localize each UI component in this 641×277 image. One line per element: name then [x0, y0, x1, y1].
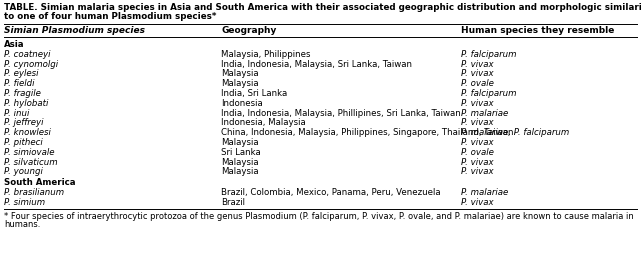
Text: to one of four human Plasmodium species*: to one of four human Plasmodium species* [4, 12, 217, 21]
Text: P. fieldi: P. fieldi [4, 79, 35, 88]
Text: P. hylobati: P. hylobati [4, 99, 48, 108]
Text: Geography: Geography [221, 26, 276, 35]
Text: P. malariae: P. malariae [461, 109, 508, 118]
Text: P. inui: P. inui [4, 109, 29, 118]
Text: Malaysia: Malaysia [221, 167, 258, 176]
Text: P. falciparum: P. falciparum [461, 89, 517, 98]
Text: P. falciparum: P. falciparum [461, 50, 517, 59]
Text: P. vivax: P. vivax [461, 138, 494, 147]
Text: * Four species of intraerythrocytic protozoa of the genus Plasmodium (P. falcipa: * Four species of intraerythrocytic prot… [4, 212, 634, 220]
Text: Asia: Asia [4, 40, 24, 49]
Text: India, Indonesia, Malaysia, Phillipines, Sri Lanka, Taiwan: India, Indonesia, Malaysia, Phillipines,… [221, 109, 461, 118]
Text: P. knowlesi: P. knowlesi [4, 128, 51, 137]
Text: Malaysia: Malaysia [221, 70, 258, 78]
Text: India, Indonesia, Malaysia, Sri Lanka, Taiwan: India, Indonesia, Malaysia, Sri Lanka, T… [221, 60, 412, 69]
Text: Malaysia: Malaysia [221, 138, 258, 147]
Text: Malaysia, Philippines: Malaysia, Philippines [221, 50, 310, 59]
Text: Indonesia: Indonesia [221, 99, 263, 108]
Text: Brazil: Brazil [221, 198, 245, 207]
Text: P. malariae: P. malariae [461, 188, 508, 197]
Text: P. ovale: P. ovale [461, 79, 494, 88]
Text: P. vivax: P. vivax [461, 99, 494, 108]
Text: Brazil, Colombia, Mexico, Panama, Peru, Venezuela: Brazil, Colombia, Mexico, Panama, Peru, … [221, 188, 440, 197]
Text: P. simium: P. simium [4, 198, 45, 207]
Text: P. brasilianum: P. brasilianum [4, 188, 64, 197]
Text: P. vivax: P. vivax [461, 118, 494, 127]
Text: P. coatneyi: P. coatneyi [4, 50, 51, 59]
Text: P. vivax: P. vivax [461, 158, 494, 166]
Text: Malaysia: Malaysia [221, 158, 258, 166]
Text: P. fragile: P. fragile [4, 89, 41, 98]
Text: P. pitheci: P. pitheci [4, 138, 43, 147]
Text: P. vivax: P. vivax [461, 198, 494, 207]
Text: TABLE. Simian malaria species in Asia and South America with their associated ge: TABLE. Simian malaria species in Asia an… [4, 3, 641, 12]
Text: Simian Plasmodium species: Simian Plasmodium species [4, 26, 145, 35]
Text: P. vivax: P. vivax [461, 70, 494, 78]
Text: P. simiovale: P. simiovale [4, 148, 54, 157]
Text: P. youngi: P. youngi [4, 167, 43, 176]
Text: P. vivax: P. vivax [461, 60, 494, 69]
Text: South America: South America [4, 178, 76, 187]
Text: India, Sri Lanka: India, Sri Lanka [221, 89, 287, 98]
Text: P. malariae, P. falciparum: P. malariae, P. falciparum [461, 128, 569, 137]
Text: P. ovale: P. ovale [461, 148, 494, 157]
Text: Human species they resemble: Human species they resemble [461, 26, 614, 35]
Text: Sri Lanka: Sri Lanka [221, 148, 261, 157]
Text: P. vivax: P. vivax [461, 167, 494, 176]
Text: humans.: humans. [4, 220, 40, 229]
Text: P. silvaticum: P. silvaticum [4, 158, 58, 166]
Text: Malaysia: Malaysia [221, 79, 258, 88]
Text: P. cynomolgi: P. cynomolgi [4, 60, 58, 69]
Text: Indonesia, Malaysia: Indonesia, Malaysia [221, 118, 306, 127]
Text: China, Indonesia, Malaysia, Philippines, Singapore, Thailand, Taiwan: China, Indonesia, Malaysia, Philippines,… [221, 128, 513, 137]
Text: P. jeffreyi: P. jeffreyi [4, 118, 44, 127]
Text: P. eylesi: P. eylesi [4, 70, 38, 78]
